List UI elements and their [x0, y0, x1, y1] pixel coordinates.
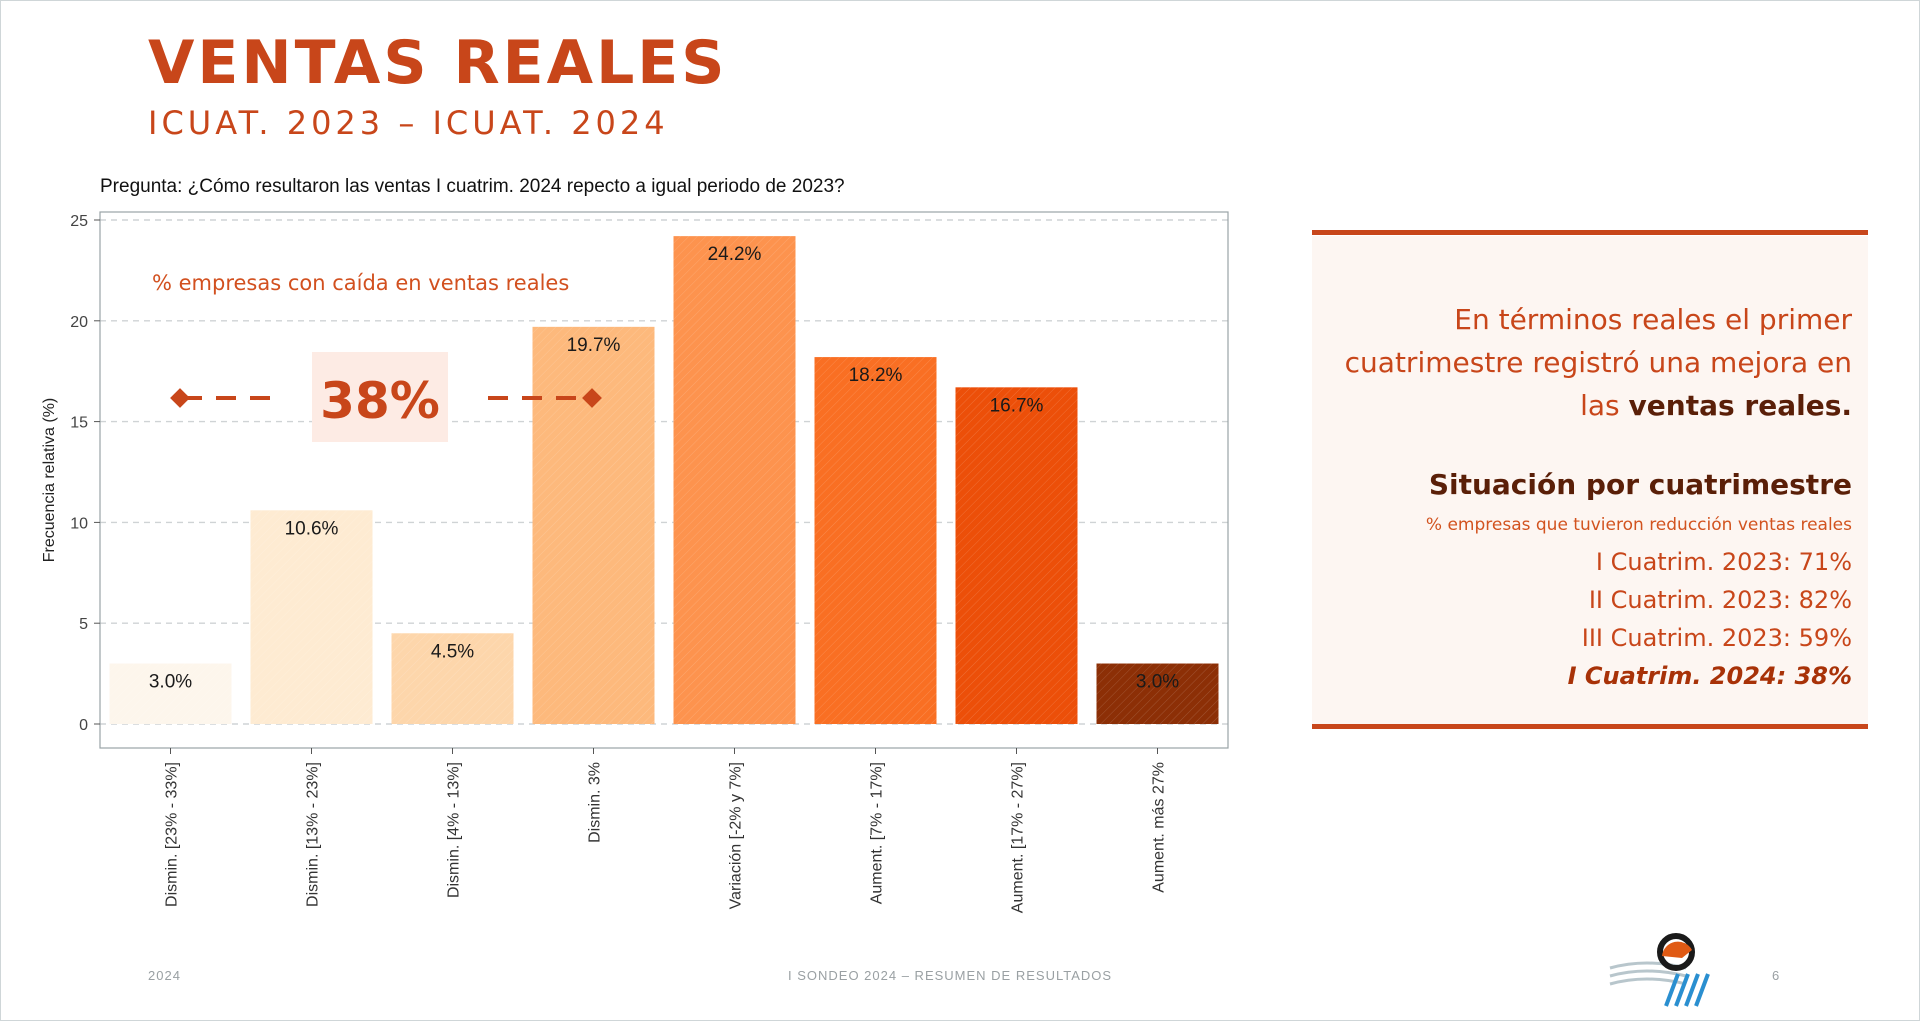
- bar-texture: [109, 663, 232, 724]
- annotation-marker-left: [170, 388, 190, 408]
- chart-question: Pregunta: ¿Cómo resultaron las ventas I …: [100, 176, 845, 197]
- slide-title: VENTAS REALES: [148, 28, 728, 98]
- data-label: 4.5%: [431, 641, 474, 662]
- situacion-title: Situación por cuatrimestre: [1428, 468, 1852, 501]
- situacion-line-1: I Cuatrim. 2023: 71%: [1595, 548, 1852, 576]
- page-number: 6: [1772, 968, 1781, 983]
- panel-background: [1312, 236, 1868, 724]
- summary-panel: En términos reales el primer cuatrimestr…: [1312, 230, 1868, 730]
- situacion-note: % empresas que tuvieron reducción ventas…: [1425, 515, 1852, 535]
- y-tick-label: 0: [79, 717, 88, 734]
- data-label: 3.0%: [1136, 672, 1179, 693]
- data-label: 19.7%: [567, 335, 621, 356]
- annotation-text: % empresas con caída en ventas reales: [152, 271, 569, 295]
- plot-frame: [99, 211, 1229, 749]
- bar-chart: 3.0% 10.6% 4.5% 19.7% 24.2% 18.2% 16.7% 3.0% 0 5…: [41, 211, 1229, 913]
- x-tick-label: Dismin. [13% - 23%]: [305, 762, 322, 907]
- y-tick-label: 5: [79, 616, 88, 633]
- y-axis: 0 5 10 15 20 25: [70, 213, 100, 734]
- y-axis-label: Frecuencia relativa (%): [41, 398, 58, 563]
- y-tick-label: 20: [70, 314, 88, 331]
- data-label: 16.7%: [990, 395, 1044, 416]
- x-tick-label: Aument. [7% - 17%]: [869, 762, 886, 904]
- bar-texture: [532, 326, 655, 724]
- x-tick-label: Dismin. [4% - 13%]: [446, 762, 463, 898]
- bar-texture: [955, 387, 1078, 724]
- organization-logo: [1609, 933, 1710, 1007]
- data-label: 24.2%: [708, 244, 762, 265]
- bars: [109, 236, 1219, 725]
- x-tick-label: Aument. más 27%: [1151, 762, 1168, 893]
- x-tick-label: Dismin. 3%: [587, 762, 604, 843]
- bar-texture: [673, 236, 796, 725]
- panel-bottom-rule: [1312, 724, 1868, 729]
- situacion-line-2: II Cuatrim. 2023: 82%: [1588, 586, 1852, 614]
- y-tick-label: 10: [70, 515, 88, 532]
- x-tick-label: Variación [-2% y 7%]: [728, 762, 745, 909]
- situacion-line-3: III Cuatrim. 2023: 59%: [1581, 624, 1852, 652]
- bar-texture: [250, 510, 373, 724]
- annotation-value: 38%: [320, 372, 440, 430]
- data-label: 10.6%: [285, 518, 339, 539]
- panel-main-text: En términos reales el primer cuatrimestr…: [1332, 298, 1852, 427]
- panel-main-text-b: ventas reales.: [1628, 389, 1852, 422]
- y-tick-label: 25: [70, 213, 88, 230]
- bar-texture: [1096, 663, 1219, 724]
- x-tick-label: Dismin. [23% - 33%]: [164, 762, 181, 907]
- panel-main-text-a: En términos reales el primer cuatrimestr…: [1344, 303, 1852, 422]
- x-axis: Dismin. [23% - 33%] Dismin. [13% - 23%] Di…: [164, 748, 1168, 913]
- footer-year: 2024: [148, 968, 181, 983]
- annotation-value-box: [312, 352, 448, 442]
- bar-texture: [814, 357, 937, 724]
- bar-texture: [391, 633, 514, 724]
- annotation-marker-right: [582, 388, 602, 408]
- panel-top-rule: [1312, 230, 1868, 235]
- data-label: 18.2%: [849, 365, 903, 386]
- data-label: 3.0%: [149, 672, 192, 693]
- annotation: % empresas con caída en ventas reales 38…: [152, 271, 602, 442]
- situacion-highlight: I Cuatrim. 2024: 38%: [1567, 662, 1852, 690]
- data-labels: 3.0% 10.6% 4.5% 19.7% 24.2% 18.2% 16.7% 3.0%: [149, 244, 1179, 692]
- slide-subtitle: ICUAT. 2023 – ICUAT. 2024: [148, 104, 669, 142]
- x-tick-label: Aument. [17% - 27%]: [1010, 762, 1027, 913]
- footer-center: I SONDEO 2024 – RESUMEN DE RESULTADOS: [788, 968, 1113, 983]
- y-tick-label: 15: [70, 415, 88, 432]
